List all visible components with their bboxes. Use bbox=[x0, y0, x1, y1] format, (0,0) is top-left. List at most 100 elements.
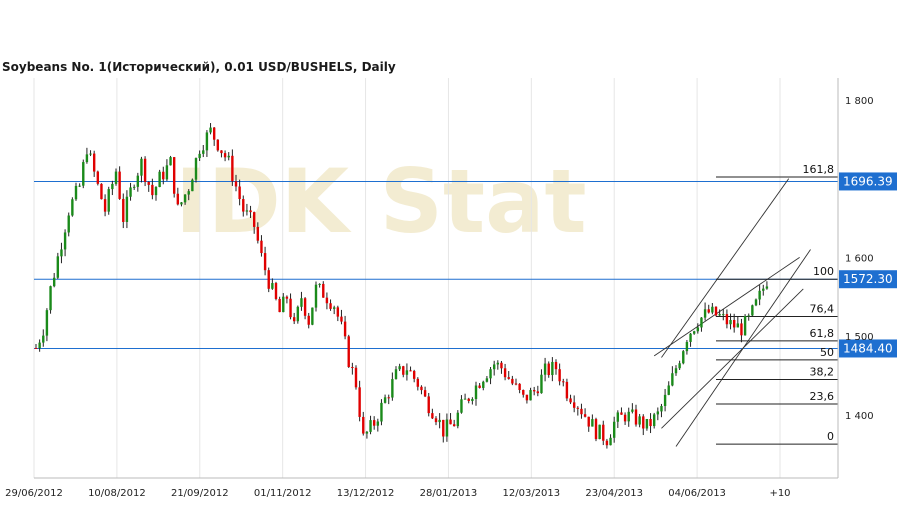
candle-body bbox=[376, 421, 380, 426]
candle-body bbox=[652, 414, 656, 427]
level-label: 1484.40 bbox=[843, 341, 893, 355]
candle-body bbox=[692, 331, 696, 334]
candle-body bbox=[34, 348, 38, 349]
candle-body bbox=[394, 369, 398, 380]
channel-line bbox=[675, 249, 811, 447]
candle-body bbox=[147, 181, 150, 185]
fib-label: 76,4 bbox=[810, 302, 835, 315]
candle-body bbox=[187, 191, 190, 195]
candle-body bbox=[711, 306, 714, 313]
candle-body bbox=[714, 306, 718, 316]
candle-body bbox=[729, 319, 732, 325]
x-tick-label: 21/09/2012 bbox=[171, 488, 229, 499]
candle-body bbox=[627, 411, 630, 422]
candle-body bbox=[151, 184, 154, 196]
candle-body bbox=[136, 175, 140, 187]
candle-body bbox=[249, 210, 252, 213]
candle-body bbox=[489, 369, 492, 379]
candle-body bbox=[45, 310, 49, 336]
candle-body bbox=[300, 298, 303, 307]
candle-body bbox=[460, 399, 463, 413]
candle-body bbox=[623, 414, 627, 422]
candle-body bbox=[522, 390, 525, 395]
x-tick-label: 13/12/2012 bbox=[337, 488, 395, 499]
candle-body bbox=[409, 370, 412, 372]
candle-body bbox=[140, 158, 143, 176]
grid bbox=[33, 78, 781, 478]
candle-body bbox=[358, 387, 361, 417]
candle-body bbox=[405, 370, 409, 375]
candle-body bbox=[303, 298, 307, 316]
candle-body bbox=[52, 277, 56, 287]
level-badge bbox=[839, 339, 897, 358]
candle-body bbox=[267, 270, 270, 289]
candle-body bbox=[554, 361, 558, 370]
fib-label: 23,6 bbox=[810, 390, 835, 403]
candle-body bbox=[569, 398, 572, 403]
channel-line bbox=[661, 178, 790, 358]
candle-body bbox=[336, 307, 340, 317]
candle-body bbox=[238, 186, 241, 200]
candle-body bbox=[718, 314, 721, 316]
x-tick-label: 04/06/2013 bbox=[668, 488, 726, 499]
candle-body bbox=[514, 383, 518, 385]
candle-body bbox=[609, 437, 612, 446]
candle-body bbox=[314, 284, 318, 308]
candle-body bbox=[660, 406, 663, 412]
candle-body bbox=[471, 399, 474, 401]
candle-body bbox=[172, 157, 176, 194]
candle-body bbox=[114, 171, 118, 184]
candles bbox=[34, 123, 769, 449]
candle-body bbox=[362, 416, 365, 434]
axes: 1 400 1 500 1 600 1 800 29/06/2012 10/08/2012… bbox=[5, 78, 874, 499]
candle-body bbox=[540, 374, 543, 394]
candle-body bbox=[572, 402, 576, 408]
candle-body bbox=[671, 373, 674, 386]
candle-body bbox=[696, 327, 700, 332]
candle-body bbox=[322, 283, 325, 298]
candle-body bbox=[474, 385, 478, 400]
candle-body bbox=[645, 418, 649, 429]
candle-body bbox=[511, 378, 514, 384]
candle-body bbox=[492, 364, 496, 370]
fib-label: 38,2 bbox=[810, 366, 835, 379]
candle-body bbox=[594, 419, 598, 440]
x-tick-label: 28/01/2013 bbox=[420, 488, 478, 499]
candle-body bbox=[631, 409, 634, 412]
x-tick-label: 23/04/2013 bbox=[585, 488, 643, 499]
candle-body bbox=[558, 369, 561, 382]
candle-body bbox=[202, 150, 205, 154]
y-tick-label: 1 600 bbox=[845, 253, 874, 264]
candle-body bbox=[49, 286, 52, 311]
candle-body bbox=[503, 368, 507, 378]
candle-body bbox=[132, 186, 136, 188]
candle-body bbox=[722, 314, 725, 316]
candle-body bbox=[667, 385, 670, 395]
candle-body bbox=[245, 210, 249, 212]
candle-body bbox=[427, 396, 430, 414]
candle-body bbox=[387, 397, 390, 399]
candle-body bbox=[307, 315, 310, 325]
candle-body bbox=[78, 185, 81, 187]
candle-body bbox=[463, 398, 467, 400]
x-tick-label: 12/03/2013 bbox=[503, 488, 561, 499]
candle-body bbox=[67, 215, 70, 233]
candle-body bbox=[169, 157, 172, 166]
candle-body bbox=[256, 226, 260, 241]
candle-body bbox=[663, 394, 667, 407]
candle-body bbox=[482, 381, 485, 388]
candle-body bbox=[285, 296, 289, 299]
candle-body bbox=[765, 286, 769, 289]
candle-body bbox=[496, 362, 500, 365]
channel-line bbox=[653, 257, 800, 357]
candle-body bbox=[434, 418, 438, 423]
candle-body bbox=[591, 419, 594, 427]
candle-body bbox=[347, 336, 350, 367]
candle-body bbox=[234, 181, 238, 187]
candle-body bbox=[456, 412, 460, 427]
x-tick-label: +10 bbox=[769, 488, 790, 499]
candle-body bbox=[612, 421, 616, 438]
level-lines: 1696.39 1572.30 1484.40 bbox=[34, 172, 897, 358]
candle-body bbox=[252, 212, 256, 227]
candle-body bbox=[598, 424, 601, 440]
